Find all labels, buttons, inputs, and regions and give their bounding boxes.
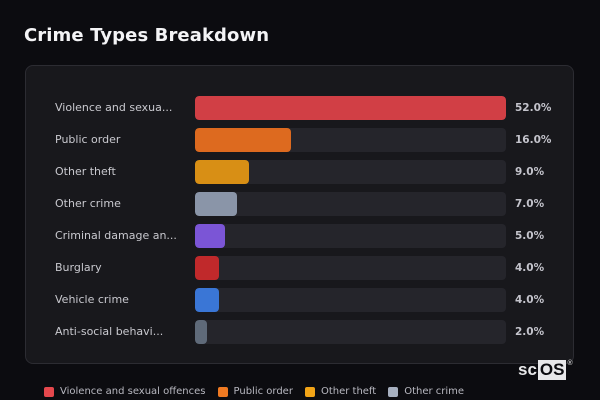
bar-track[interactable]: [195, 96, 506, 120]
legend-item[interactable]: Violence and sexual offences: [44, 386, 206, 397]
bar-value-label: 7.0%: [515, 198, 545, 210]
bar-label: Anti-social behavi...: [55, 325, 164, 338]
bar-fill[interactable]: [195, 288, 219, 312]
chart-card: Violence and sexua... 52.0% Public order 16…: [25, 65, 574, 364]
bar-track[interactable]: [195, 288, 506, 312]
legend-swatch-icon: [217, 386, 228, 397]
bar-label: Other theft: [55, 165, 116, 178]
bar-fill[interactable]: [195, 256, 219, 280]
bar-row: Anti-social behavi... 2.0%: [26, 320, 573, 344]
legend-swatch-icon: [44, 386, 54, 397]
bar-fill[interactable]: [195, 192, 237, 216]
bar-value-label: 2.0%: [515, 326, 545, 338]
bar-value-label: 4.0%: [515, 294, 545, 306]
bar-row: Other theft 9.0%: [26, 160, 573, 184]
bar-row: Other crime 7.0%: [26, 192, 573, 216]
legend-swatch-icon: [388, 386, 399, 397]
bar-track[interactable]: [195, 128, 506, 152]
bar-row: Criminal damage an... 5.0%: [26, 224, 573, 248]
bar-label: Burglary: [55, 261, 102, 274]
watermark-logo: sc OS ®: [518, 360, 573, 380]
bar-fill[interactable]: [195, 320, 207, 344]
bar-value-label: 52.0%: [515, 102, 552, 114]
bar-label: Other crime: [55, 197, 121, 210]
legend-swatch-icon: [304, 386, 315, 397]
bar-value-label: 5.0%: [515, 230, 545, 242]
bar-fill[interactable]: [195, 160, 249, 184]
legend-item[interactable]: Other theft: [304, 386, 377, 397]
bar-fill[interactable]: [195, 128, 291, 152]
bar-fill[interactable]: [195, 224, 225, 248]
legend-item[interactable]: Other crime: [388, 386, 464, 397]
bar-label: Criminal damage an...: [55, 229, 177, 242]
bar-track[interactable]: [195, 224, 506, 248]
watermark-prefix: sc: [518, 360, 537, 379]
legend-label: Other theft: [320, 386, 377, 397]
bar-row: Public order 16.0%: [26, 128, 573, 152]
legend-label: Violence and sexual offences: [60, 386, 206, 397]
page-title: Crime Types Breakdown: [24, 25, 270, 46]
bar-fill[interactable]: [195, 96, 506, 120]
bar-label: Vehicle crime: [55, 293, 129, 306]
legend-label: Public order: [233, 386, 293, 397]
legend-item[interactable]: Public order: [217, 386, 293, 397]
chart-legend: Violence and sexual offences Public order…: [44, 386, 464, 397]
bar-row: Vehicle crime 4.0%: [26, 288, 573, 312]
bar-track[interactable]: [195, 160, 506, 184]
bar-value-label: 16.0%: [515, 134, 552, 146]
bar-track[interactable]: [195, 192, 506, 216]
bar-row: Burglary 4.0%: [26, 256, 573, 280]
bar-track[interactable]: [195, 320, 506, 344]
registered-mark-icon: ®: [567, 360, 573, 367]
watermark-boxed: OS: [537, 360, 567, 380]
bar-row: Violence and sexua... 52.0%: [26, 96, 573, 120]
bar-label: Violence and sexua...: [55, 101, 173, 114]
legend-label: Other crime: [404, 386, 465, 397]
bar-label: Public order: [55, 133, 121, 146]
bar-track[interactable]: [195, 256, 506, 280]
bar-value-label: 9.0%: [515, 166, 545, 178]
bar-value-label: 4.0%: [515, 262, 545, 274]
